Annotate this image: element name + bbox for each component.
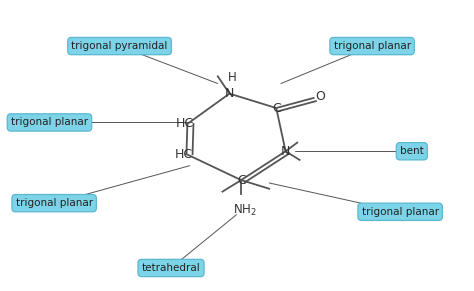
Text: trigonal planar: trigonal planar (362, 207, 439, 217)
Text: C: C (237, 174, 246, 187)
Text: trigonal pyramidal: trigonal pyramidal (72, 41, 168, 51)
Text: C: C (272, 102, 281, 115)
Text: NH$_2$: NH$_2$ (233, 203, 257, 218)
Text: trigonal planar: trigonal planar (334, 41, 410, 51)
Text: O: O (315, 90, 325, 103)
Text: H: H (228, 71, 236, 84)
Text: trigonal planar: trigonal planar (16, 198, 93, 208)
Text: bent: bent (400, 146, 424, 156)
Text: HC: HC (175, 148, 193, 161)
Text: N: N (281, 145, 290, 158)
Text: HC: HC (176, 117, 194, 130)
Text: N: N (225, 87, 234, 100)
Text: trigonal planar: trigonal planar (11, 118, 88, 127)
Text: tetrahedral: tetrahedral (142, 263, 201, 273)
